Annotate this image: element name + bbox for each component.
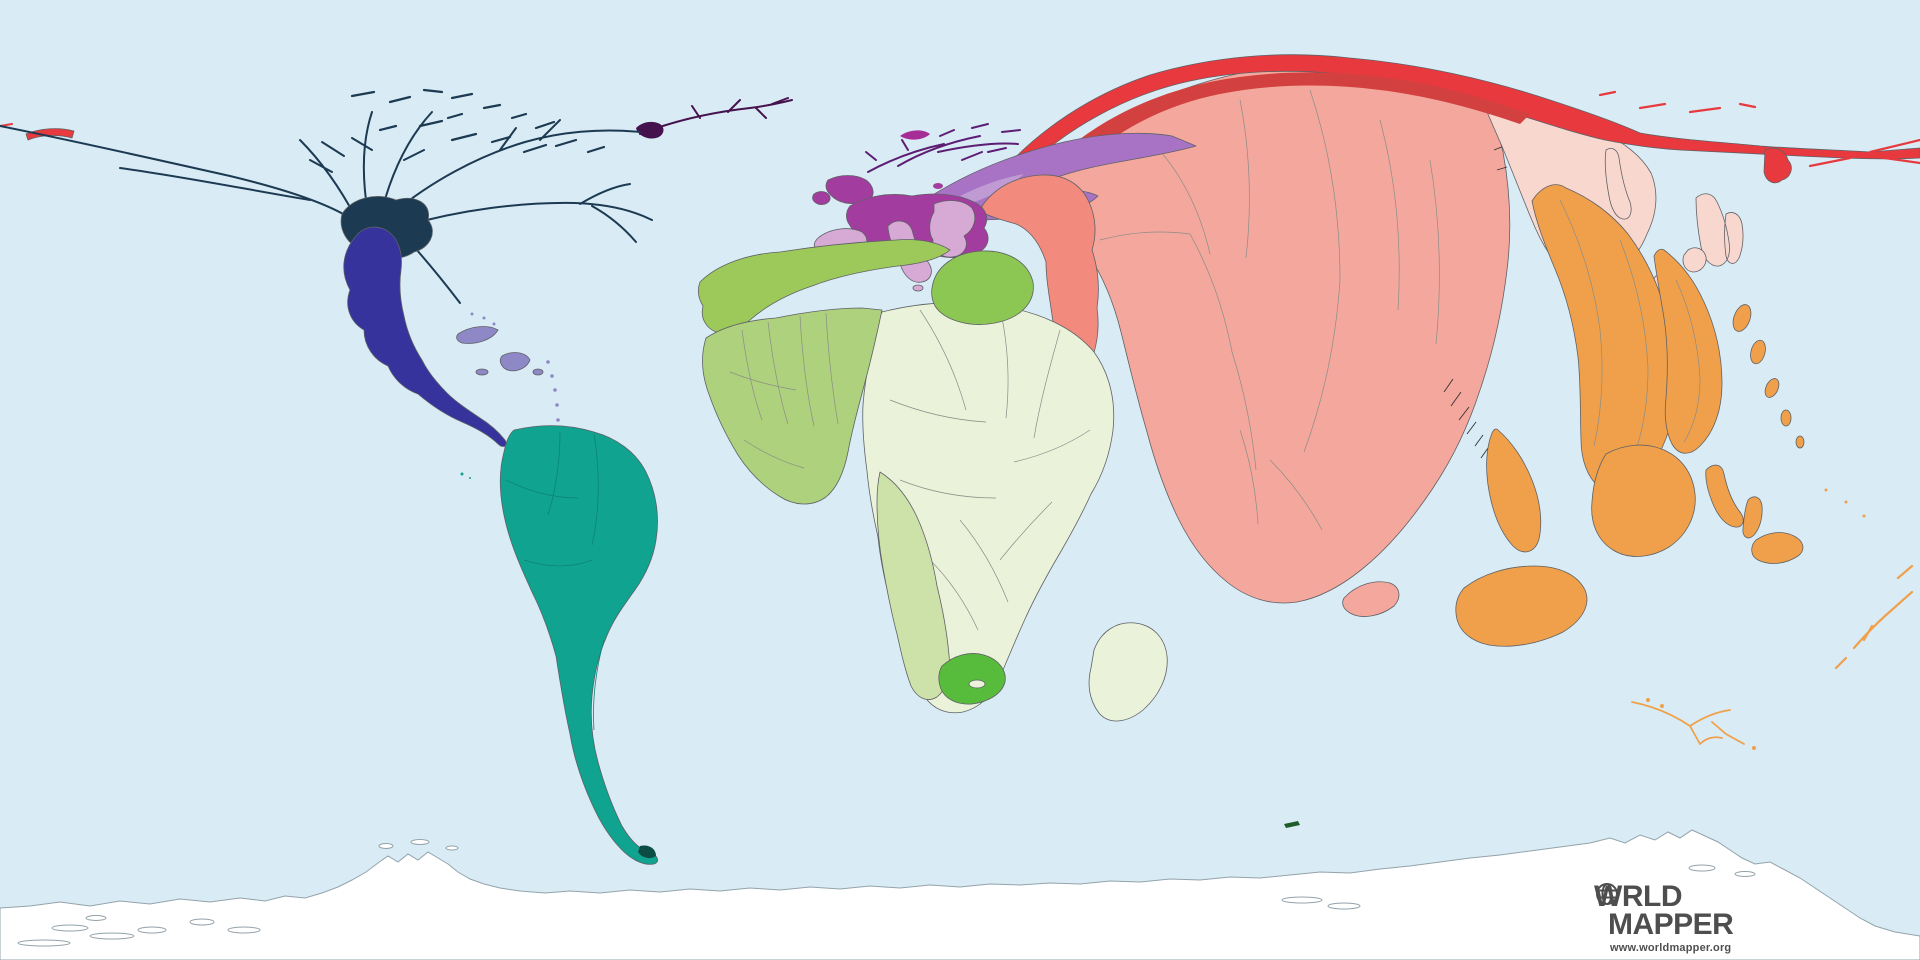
us-canada-arms — [0, 111, 653, 304]
region-caribbean — [456, 312, 563, 455]
new-guinea — [1751, 532, 1804, 564]
chukotka-west-wrap — [25, 128, 75, 141]
galapagos — [460, 472, 471, 479]
south-america-borders — [505, 431, 605, 731]
southern-asia-country-borders — [1099, 89, 1440, 531]
north-africa-band — [697, 239, 951, 334]
southern-ocean-island — [1284, 821, 1300, 828]
greenland — [639, 97, 793, 135]
baltic-patch — [960, 174, 1024, 202]
africa-country-borders — [889, 307, 1091, 631]
korea — [1682, 247, 1707, 273]
australia — [1631, 701, 1745, 745]
logo-word-world: W RLD — [1594, 880, 1682, 913]
indochina — [1653, 248, 1723, 454]
greenland-blob — [636, 121, 664, 139]
region-russia — [0, 54, 1920, 184]
africa-coastal-band — [876, 471, 950, 700]
borneo — [1591, 444, 1696, 557]
lesotho — [968, 679, 986, 689]
sicily — [912, 284, 924, 292]
tierra-del-fuego — [638, 845, 656, 859]
denmark — [933, 183, 943, 189]
indochina-borders — [1675, 279, 1701, 443]
puerto-rico — [532, 368, 544, 376]
scandinavia — [865, 123, 1021, 173]
region-africa — [697, 239, 1168, 722]
region-central-america — [343, 226, 507, 447]
russia-inner-band — [1060, 72, 1530, 156]
sakhalin — [1604, 148, 1632, 220]
antarctica-mainland — [0, 829, 1920, 960]
logo-url: www.worldmapper.org — [1610, 942, 1732, 954]
globe-icon — [1596, 883, 1618, 905]
sulawesi — [1705, 464, 1763, 539]
egypt — [931, 250, 1034, 325]
new-zealand — [1834, 564, 1914, 670]
java — [1455, 565, 1588, 647]
west-africa — [702, 307, 883, 505]
arctic-archipelago — [350, 88, 606, 154]
south-africa — [938, 653, 1006, 705]
worldmapper-logo: W RLD MAPPER www.worldmapper.org — [1594, 880, 1734, 954]
japan — [1695, 193, 1744, 267]
region-southern-asia — [1042, 63, 1511, 617]
sri-lanka — [1342, 581, 1400, 617]
pacific-islands — [1646, 488, 1866, 750]
iceland — [900, 130, 930, 140]
hispaniola — [499, 352, 531, 372]
russia-band — [1004, 54, 1920, 177]
region-se-asia-oceania — [1455, 184, 1914, 750]
region-antarctica — [0, 829, 1920, 960]
russia-east-fragments — [1598, 90, 1920, 168]
madagascar — [1088, 622, 1168, 722]
region-south-america — [460, 425, 658, 865]
cuba — [456, 326, 499, 344]
jamaica — [475, 368, 489, 376]
philippines — [1732, 304, 1805, 449]
antarctica-islands — [17, 839, 1756, 947]
se-asia-borders — [1559, 199, 1649, 467]
west-africa-borders — [729, 312, 839, 469]
logo-word-mapper: MAPPER — [1608, 908, 1734, 941]
bering-knot — [1763, 147, 1792, 184]
sumatra — [1486, 428, 1542, 553]
ireland — [812, 191, 831, 205]
balkans — [929, 200, 976, 258]
